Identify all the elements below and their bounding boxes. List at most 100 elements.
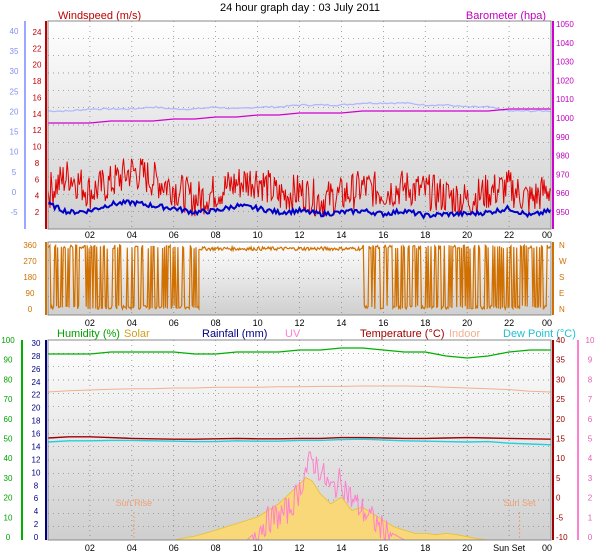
direction-x-tick-7: 16 [378, 318, 388, 328]
wind-inner-tick-5: 14 [33, 110, 42, 119]
baro-tick-4: 1010 [556, 95, 574, 104]
wind-x-tick-5: 12 [294, 230, 304, 240]
rainfall-tick-14: 2 [34, 520, 39, 529]
rainfall-tick-11: 8 [34, 481, 39, 490]
wind-x-tick-7: 16 [378, 230, 388, 240]
temp-x-tick-3: 08 [211, 543, 221, 553]
uv-tick-5: 5 [588, 435, 593, 444]
wind-x-tick-8: 18 [420, 230, 430, 240]
rainfall-tick-5: 20 [32, 404, 41, 413]
baro-tick-2: 1030 [556, 58, 574, 67]
direction-left-tick-0: 360 [23, 241, 37, 250]
temp-x-tick-0: 02 [85, 543, 95, 553]
humidity-tick-8: 20 [4, 494, 13, 503]
humidity-tick-2: 80 [4, 375, 13, 384]
wind-x-tick-2: 06 [169, 230, 179, 240]
wind-x-tick-1: 04 [127, 230, 137, 240]
baro-tick-10: 950 [556, 208, 570, 217]
temperature-tick-6: 10 [556, 454, 565, 463]
barometer-line [48, 108, 551, 124]
temp-x-tick-11: 00 [542, 543, 552, 553]
wind-inner-tick-7: 10 [33, 143, 42, 152]
wind-tick-labels: 02 04 06 08 10 12 14 16 18 20 22 004035302520151050… [10, 20, 575, 240]
solar-label: Solar [124, 328, 150, 340]
baro-average-line [47, 101, 551, 113]
rainfall-tick-10: 10 [32, 468, 41, 477]
uv-tick-4: 6 [588, 415, 593, 424]
wind-x-tick-9: 20 [462, 230, 472, 240]
direction-right-tick-3: E [559, 289, 564, 298]
uv-label: UV [285, 328, 301, 340]
wind-inner-tick-3: 18 [33, 77, 42, 86]
temp-x-tick-8: 18 [420, 543, 430, 553]
direction-tick-labels: 02 04 06 08 10 12 14 16 18 20 22 00360270180900NWSE… [23, 241, 567, 328]
humidity-tick-5: 50 [4, 435, 13, 444]
baro-tick-5: 1000 [556, 114, 574, 123]
rainfall-tick-0: 30 [32, 339, 41, 348]
temp-x-tick-9: 20 [462, 543, 472, 553]
wind-inner-tick-8: 8 [35, 159, 40, 168]
temp-tick-labels: 02 04 06 08 10 12 14 16 18 20 Sun Set 0010090807060… [1, 336, 595, 553]
rainfall-tick-9: 12 [32, 455, 41, 464]
uv-tick-9: 1 [588, 513, 593, 522]
wind-outer-tick-2: 30 [10, 67, 19, 76]
wind-outer-tick-1: 35 [10, 47, 19, 56]
rainfall-tick-2: 26 [32, 365, 41, 374]
rainfall-tick-8: 14 [32, 442, 41, 451]
direction-x-tick-9: 20 [462, 318, 472, 328]
temp-x-tick-10: Sun Set [493, 543, 526, 553]
humidity-tick-3: 70 [4, 395, 13, 404]
wind-average-line [47, 198, 552, 220]
page-title: 24 hour graph day : 03 July 2011 [220, 2, 380, 14]
wind-direction-line [47, 243, 552, 312]
temp-x-tick-4: 10 [253, 543, 263, 553]
direction-left-tick-2: 180 [23, 273, 37, 282]
temperature-tick-4: 20 [556, 415, 565, 424]
temperature-label: Temperature (°C) [360, 328, 444, 340]
direction-right-tick-0: N [559, 241, 565, 250]
temperature-tick-7: 5 [556, 474, 561, 483]
rainfall-tick-3: 24 [32, 378, 41, 387]
baro-tick-6: 990 [556, 133, 570, 142]
rainfall-label: Rainfall (mm) [202, 328, 267, 340]
rainfall-tick-15: 0 [34, 533, 39, 542]
barometer-label: Barometer (hpa) [466, 10, 546, 22]
direction-x-tick-1: 04 [127, 318, 137, 328]
direction-left-tick-1: 270 [23, 257, 37, 266]
rainfall-tick-12: 6 [34, 494, 39, 503]
direction-right-tick-2: S [559, 273, 564, 282]
humidity-line [48, 347, 551, 359]
wind-plot-frame [47, 20, 552, 230]
indoor-line [47, 385, 552, 393]
temp-x-tick-2: 06 [169, 543, 179, 553]
sunset-annotation: Sun Set [504, 498, 537, 508]
baro-tick-7: 980 [556, 152, 570, 161]
wind-inner-tick-1: 22 [33, 44, 42, 53]
wind-outer-tick-6: 10 [10, 148, 19, 157]
uv-tick-0: 10 [586, 336, 595, 345]
humidity-tick-10: 0 [6, 533, 11, 542]
humidity-tick-0: 100 [1, 336, 15, 345]
wind-inner-tick-2: 20 [33, 61, 42, 70]
temp-x-tick-1: 04 [127, 543, 137, 553]
direction-left-tick-3: 90 [26, 289, 35, 298]
temperature-tick-9: -5 [556, 513, 564, 522]
solar-area [173, 477, 489, 541]
baro-tick-0: 1050 [556, 20, 574, 29]
wind-x-tick-3: 08 [211, 230, 221, 240]
wind-series [47, 101, 552, 220]
wind-outer-tick-7: 5 [12, 168, 17, 177]
rainfall-tick-4: 22 [32, 391, 41, 400]
wind-x-tick-10: 22 [504, 230, 514, 240]
wind-inner-tick-6: 12 [33, 126, 42, 135]
direction-right-tick-1: W [559, 257, 567, 266]
humidity-tick-4: 60 [4, 415, 13, 424]
temp-x-tick-5: 12 [294, 543, 304, 553]
humidity-label: Humidity (%) [57, 328, 120, 340]
temperature-tick-8: 0 [556, 494, 561, 503]
wind-x-tick-11: 00 [542, 230, 552, 240]
sunrise-annotation: Sun Rise [116, 498, 153, 508]
temp-x-tick-7: 16 [378, 543, 388, 553]
direction-x-tick-2: 06 [169, 318, 179, 328]
dew-point-label: Dew Point (°C) [503, 328, 576, 340]
